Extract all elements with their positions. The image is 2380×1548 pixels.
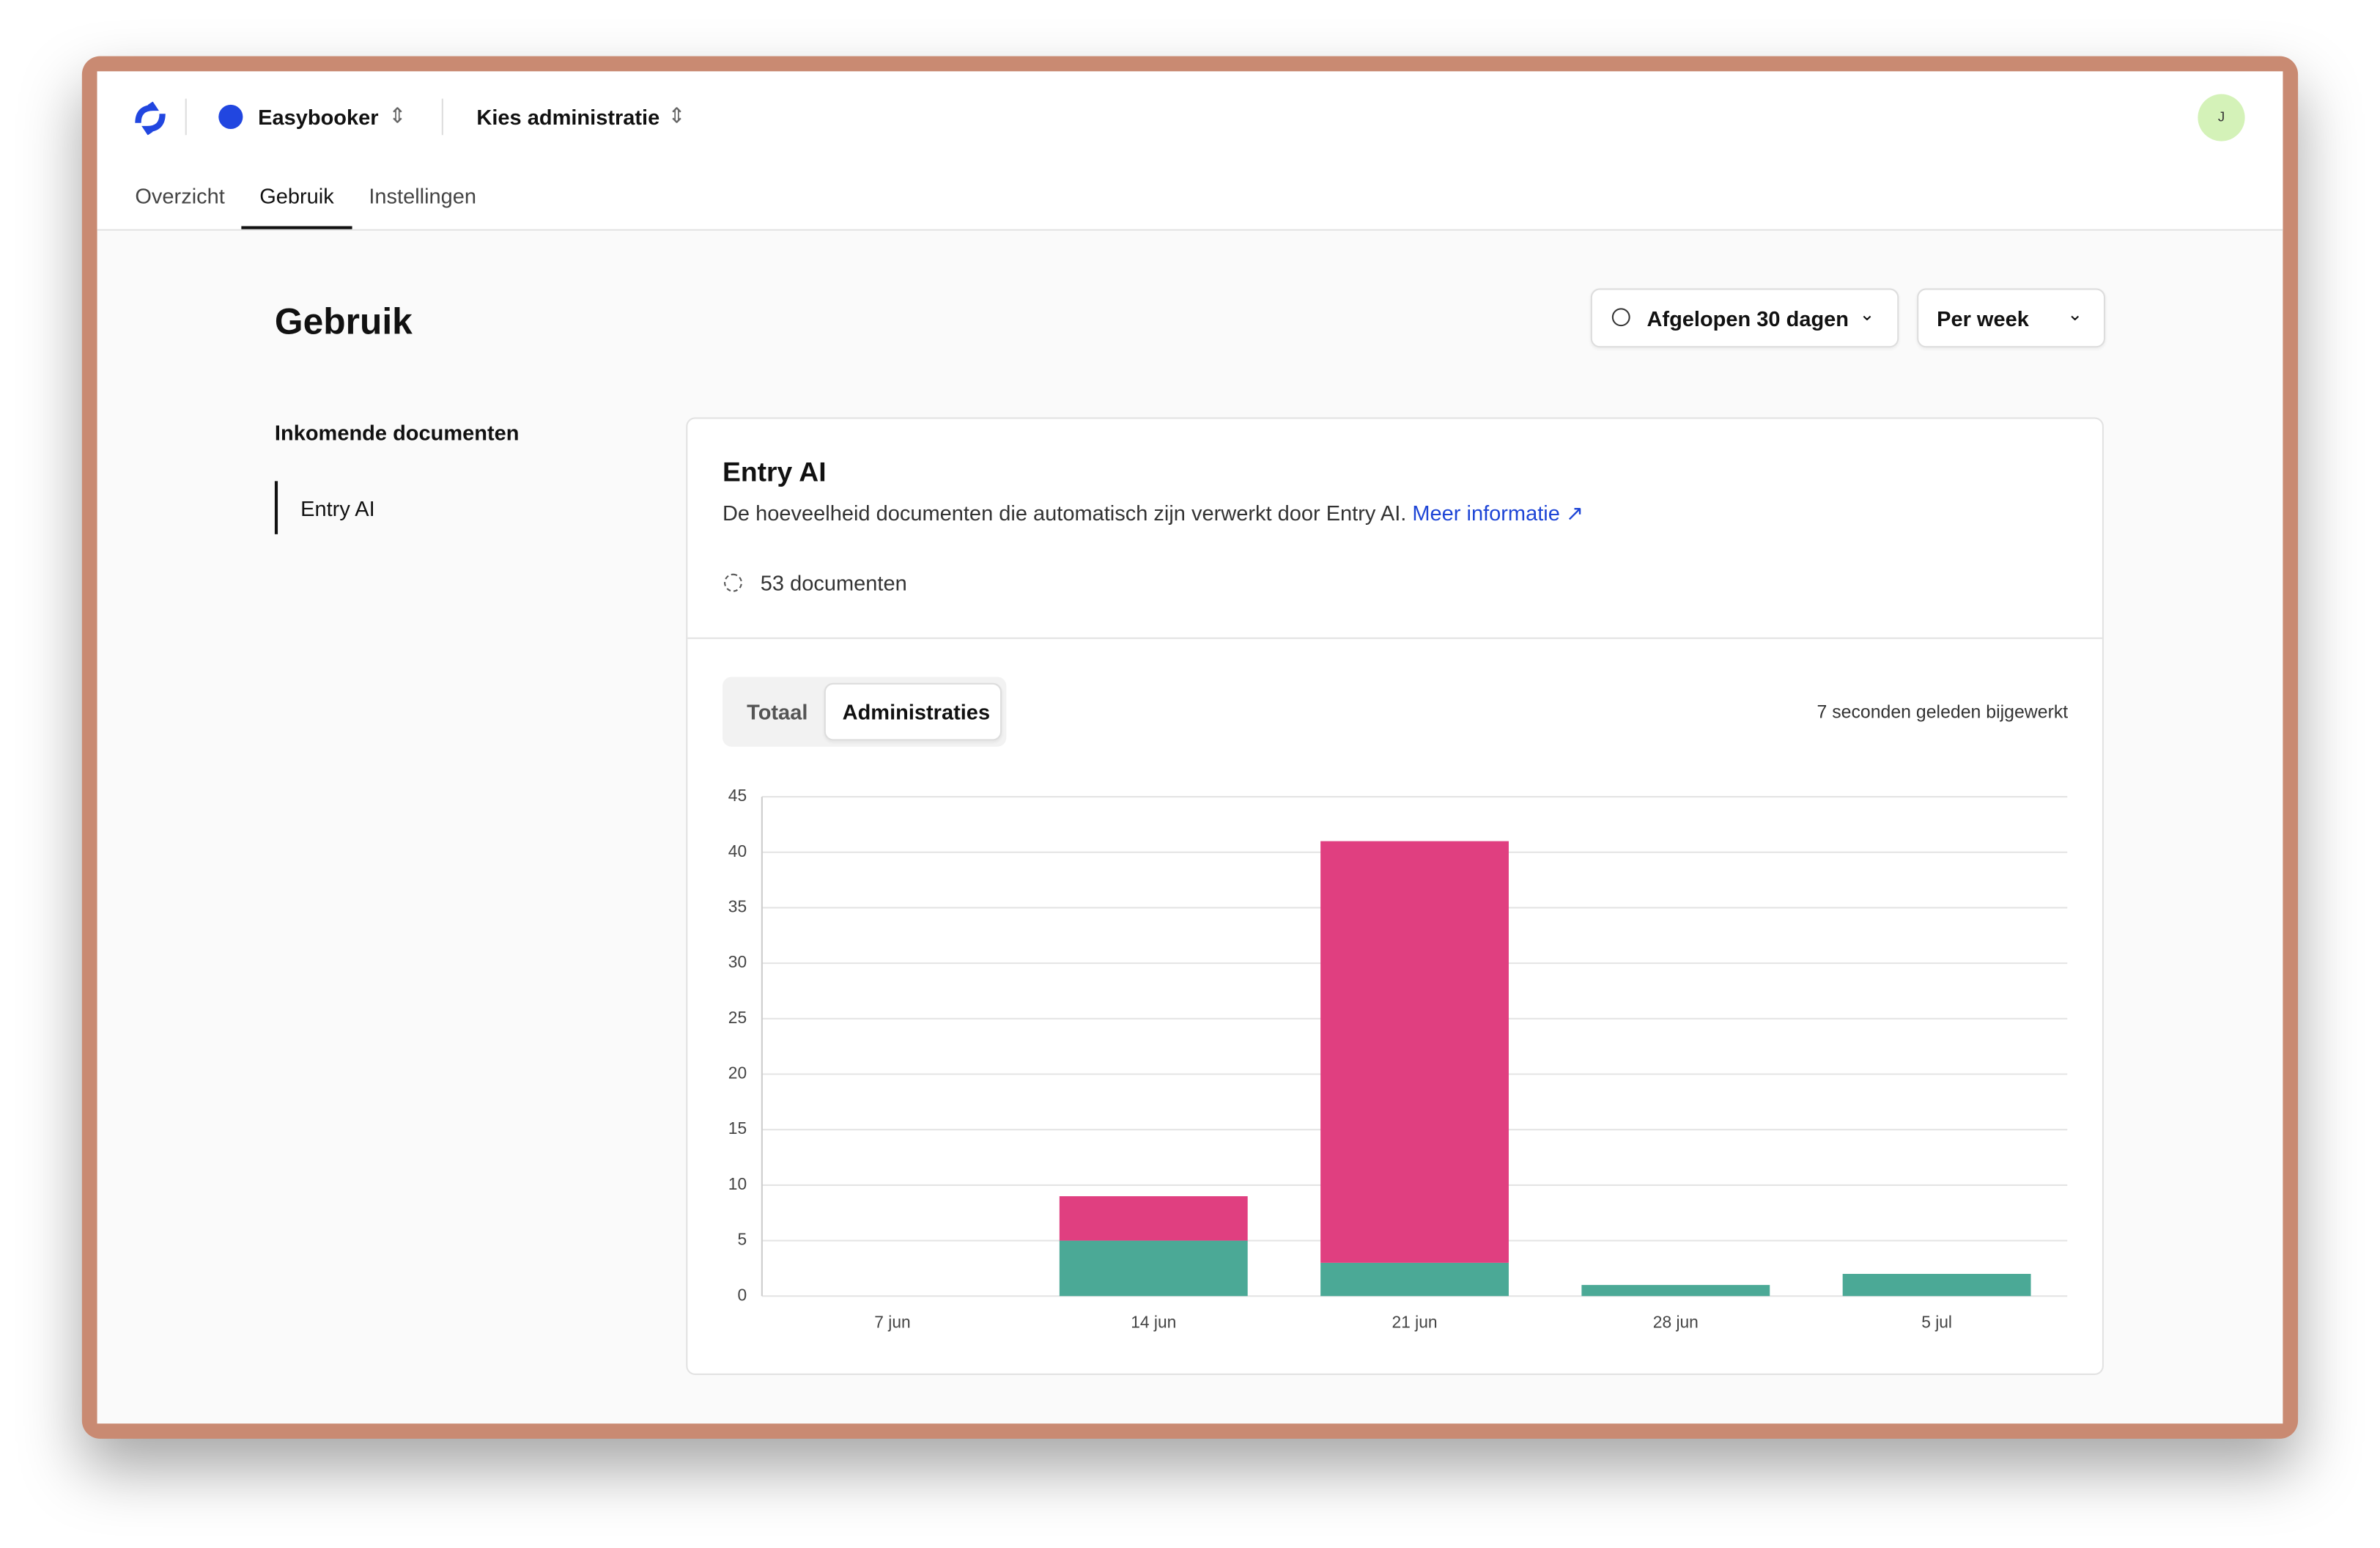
description: De hoeveelheid documenten die automatisc…: [722, 501, 1407, 526]
avatar[interactable]: J: [2198, 94, 2245, 141]
chevron: ⌄: [1859, 303, 1875, 325]
bar-segment: [1320, 1262, 1509, 1297]
tab[interactable]: Instellingen: [369, 183, 477, 208]
link-text[interactable]: Meer informatie: [1412, 501, 1560, 526]
tab-indicator: [241, 226, 352, 229]
toggle-option[interactable]: Totaal: [747, 699, 808, 724]
y-tick-label: 0: [737, 1285, 747, 1304]
y-tick-label: 20: [728, 1064, 747, 1083]
x-tick-label: 28 jun: [1653, 1313, 1699, 1332]
toggle-option[interactable]: Administraties: [842, 699, 991, 724]
count: 53 documenten: [760, 570, 907, 595]
bar-segment: [1320, 841, 1509, 1263]
x-tick-label: 7 jun: [874, 1313, 910, 1332]
workspace[interactable]: Easybooker: [258, 104, 379, 130]
chevron: ⇕: [668, 103, 686, 128]
y-tick-label: 45: [728, 786, 747, 805]
period-select[interactable]: Afgelopen 30 dagen ⌄: [1590, 288, 1899, 348]
x-tick-label: 21 jun: [1392, 1313, 1438, 1332]
link[interactable]: Meer informatie ↗: [1412, 501, 1584, 526]
x-tick-label: 14 jun: [1131, 1313, 1176, 1332]
chevron: ⌄: [2067, 303, 2083, 325]
administration[interactable]: Kies administratie: [476, 104, 660, 130]
toggle: Totaal Administraties: [722, 677, 1007, 747]
y-tick-label: 15: [728, 1118, 747, 1138]
y-tick-label: 35: [728, 896, 747, 915]
bar-segment: [1059, 1240, 1248, 1297]
card-title: Entry AI: [722, 457, 827, 487]
tab[interactable]: Gebruik: [259, 183, 334, 208]
interval-select[interactable]: Per week ⌄: [1917, 288, 2106, 348]
top-bar: Easybooker ⇕ Kies administratie ⇕ J Over…: [97, 71, 2283, 231]
logo[interactable]: [133, 101, 167, 136]
bar-segment: [1842, 1274, 2031, 1297]
sidebar-item[interactable]: Entry AI: [300, 496, 375, 521]
updated: 7 seconden geleden bijgewerkt: [1817, 701, 2069, 723]
y-tick-label: 40: [728, 841, 747, 860]
interval: Per week: [1937, 306, 2029, 331]
y-tick-label: 10: [728, 1174, 747, 1193]
sidebar-section: Inkomende documenten: [274, 420, 520, 445]
page-title: Gebruik: [274, 302, 413, 343]
y-tick-label: 30: [728, 952, 747, 971]
chevron: ⇕: [388, 103, 407, 128]
period: Afgelopen 30 dagen: [1647, 306, 1849, 331]
bar-segment: [1581, 1285, 1770, 1297]
card-description: De hoeveelheid documenten die automatisc…: [722, 501, 1583, 526]
workspace-icon: [218, 104, 243, 130]
y-tick-label: 25: [728, 1008, 747, 1027]
bar-segment: [1059, 1196, 1248, 1241]
y-tick-label: 5: [737, 1230, 747, 1249]
tab[interactable]: Overzicht: [135, 183, 225, 208]
x-tick-label: 5 jul: [1921, 1313, 1952, 1332]
